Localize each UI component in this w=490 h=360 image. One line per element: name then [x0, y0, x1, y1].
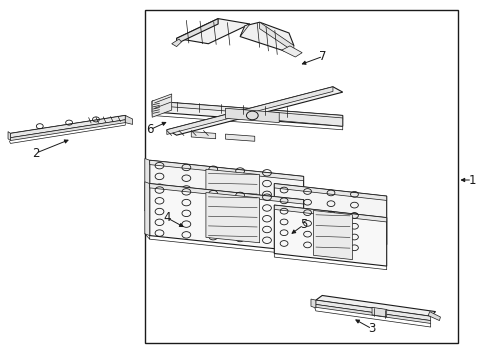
Polygon shape — [316, 300, 431, 320]
Polygon shape — [10, 116, 130, 139]
Polygon shape — [270, 112, 343, 126]
Polygon shape — [150, 184, 304, 204]
Polygon shape — [206, 169, 260, 220]
Polygon shape — [240, 22, 294, 51]
Polygon shape — [8, 132, 10, 140]
Polygon shape — [167, 87, 343, 135]
Text: 1: 1 — [468, 174, 476, 186]
Polygon shape — [10, 120, 125, 140]
Text: 2: 2 — [32, 147, 40, 159]
Polygon shape — [274, 205, 387, 222]
Polygon shape — [191, 132, 216, 139]
Polygon shape — [152, 101, 343, 120]
Polygon shape — [176, 19, 218, 44]
Text: 5: 5 — [300, 218, 307, 231]
Polygon shape — [167, 87, 333, 134]
Polygon shape — [150, 160, 304, 181]
Polygon shape — [145, 158, 150, 212]
Polygon shape — [316, 305, 431, 323]
Polygon shape — [274, 184, 387, 201]
Polygon shape — [176, 19, 250, 44]
Polygon shape — [225, 134, 255, 141]
Polygon shape — [145, 182, 150, 235]
Polygon shape — [152, 94, 171, 117]
Text: 3: 3 — [368, 322, 376, 335]
Text: 7: 7 — [319, 50, 327, 63]
Polygon shape — [372, 307, 387, 317]
Polygon shape — [225, 108, 279, 123]
Polygon shape — [311, 299, 316, 308]
Polygon shape — [316, 296, 436, 316]
Polygon shape — [150, 160, 304, 228]
Polygon shape — [260, 22, 294, 51]
Bar — [145, 10, 458, 343]
Polygon shape — [125, 116, 133, 125]
Polygon shape — [172, 39, 181, 46]
Polygon shape — [282, 46, 302, 57]
Polygon shape — [314, 211, 352, 260]
Text: 6: 6 — [146, 123, 153, 136]
Polygon shape — [274, 184, 387, 244]
Polygon shape — [150, 184, 304, 252]
Polygon shape — [240, 24, 250, 37]
Polygon shape — [152, 101, 343, 126]
Polygon shape — [10, 116, 125, 138]
Polygon shape — [428, 312, 441, 320]
Polygon shape — [274, 205, 387, 266]
Text: 4: 4 — [163, 211, 171, 224]
Polygon shape — [206, 193, 260, 243]
